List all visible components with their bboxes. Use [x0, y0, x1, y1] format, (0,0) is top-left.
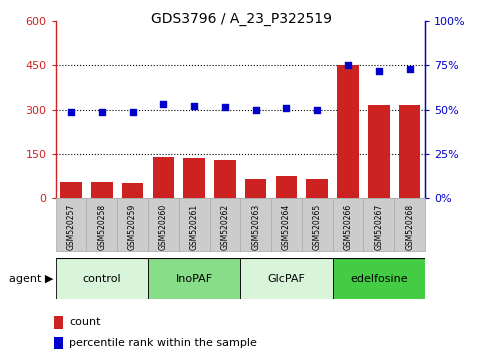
- Text: edelfosine: edelfosine: [350, 274, 408, 284]
- Text: percentile rank within the sample: percentile rank within the sample: [69, 338, 257, 348]
- Bar: [56, 258, 148, 299]
- Bar: [240, 198, 271, 251]
- Bar: [399, 105, 420, 198]
- Text: GSM520266: GSM520266: [343, 204, 353, 250]
- Point: [313, 107, 321, 113]
- Point: [375, 68, 383, 74]
- Point: [128, 109, 136, 114]
- Bar: [91, 182, 113, 198]
- Text: agent ▶: agent ▶: [9, 274, 53, 284]
- Text: count: count: [69, 317, 101, 327]
- Point: [98, 109, 106, 114]
- Bar: [368, 105, 390, 198]
- Bar: [210, 198, 240, 251]
- Text: GSM520261: GSM520261: [190, 204, 199, 250]
- Bar: [184, 159, 205, 198]
- Text: GSM520257: GSM520257: [67, 204, 75, 250]
- Bar: [337, 65, 359, 198]
- Text: GSM520265: GSM520265: [313, 204, 322, 250]
- Bar: [148, 198, 179, 251]
- Point: [190, 103, 198, 109]
- Bar: [214, 160, 236, 198]
- Bar: [179, 198, 210, 251]
- Bar: [60, 182, 82, 198]
- Bar: [307, 179, 328, 198]
- Text: GSM520259: GSM520259: [128, 204, 137, 250]
- Bar: [245, 179, 267, 198]
- Text: GSM520263: GSM520263: [251, 204, 260, 250]
- Text: InoPAF: InoPAF: [175, 274, 213, 284]
- Bar: [302, 198, 333, 251]
- Bar: [276, 176, 297, 198]
- Text: GSM520260: GSM520260: [159, 204, 168, 250]
- Text: GSM520258: GSM520258: [97, 204, 106, 250]
- Bar: [153, 157, 174, 198]
- Bar: [54, 316, 63, 329]
- Bar: [122, 183, 143, 198]
- Point: [283, 105, 290, 111]
- Text: GSM520264: GSM520264: [282, 204, 291, 250]
- Text: GDS3796 / A_23_P322519: GDS3796 / A_23_P322519: [151, 12, 332, 27]
- Bar: [333, 198, 364, 251]
- Bar: [364, 198, 394, 251]
- Bar: [148, 258, 241, 299]
- Point: [159, 102, 167, 107]
- Point: [252, 107, 259, 113]
- Text: GSM520268: GSM520268: [405, 204, 414, 250]
- Point: [67, 109, 75, 114]
- Text: control: control: [83, 274, 121, 284]
- Bar: [271, 198, 302, 251]
- Bar: [333, 258, 425, 299]
- Bar: [117, 198, 148, 251]
- Bar: [394, 198, 425, 251]
- Text: GlcPAF: GlcPAF: [268, 274, 305, 284]
- Bar: [86, 198, 117, 251]
- Bar: [240, 258, 333, 299]
- Point: [406, 66, 413, 72]
- Text: GSM520267: GSM520267: [374, 204, 384, 250]
- Point: [344, 63, 352, 68]
- Bar: [56, 198, 86, 251]
- Bar: [54, 337, 63, 349]
- Point: [221, 104, 229, 110]
- Text: GSM520262: GSM520262: [220, 204, 229, 250]
